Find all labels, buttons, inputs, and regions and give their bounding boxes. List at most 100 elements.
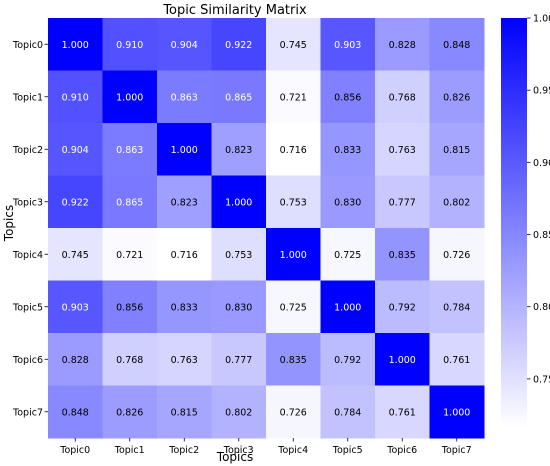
heatmap-cell <box>48 70 103 124</box>
cell-value-label: 0.725 <box>334 250 361 261</box>
cell-value-label: 0.863 <box>171 92 198 103</box>
cell-value-label: 0.761 <box>443 355 470 366</box>
heatmap-cell <box>157 123 212 176</box>
heatmap-cell <box>157 228 212 281</box>
heatmap-cell <box>375 70 430 124</box>
cell-value-label: 1.000 <box>334 302 361 313</box>
heatmap-cell <box>375 18 430 71</box>
heatmap-cell <box>429 70 485 124</box>
cell-value-label: 0.863 <box>116 145 143 156</box>
cell-value-label: 0.830 <box>225 302 252 313</box>
heatmap-cells: 1.000 0.910 0.904 0.922 0.745 0.903 0.828 0.848… <box>48 18 485 439</box>
cell-value-label: 0.716 <box>171 250 198 261</box>
cell-value-label: 0.725 <box>280 302 307 313</box>
cell-value-label: 0.726 <box>443 250 470 261</box>
x-tick-label: Topic1 <box>114 445 145 456</box>
cell-value-label: 1.000 <box>280 250 307 261</box>
x-tick-label: Topic4 <box>277 445 308 456</box>
cell-value-label: 0.721 <box>116 250 143 261</box>
heatmap-cell <box>157 333 212 386</box>
cell-value-label: 0.835 <box>280 355 307 366</box>
heatmap-cell <box>211 333 267 386</box>
cell-value-label: 0.726 <box>280 407 307 418</box>
heatmap-cell <box>320 228 376 281</box>
heatmap-cell <box>375 385 430 439</box>
heatmap-cell <box>211 280 267 334</box>
cell-value-label: 0.745 <box>280 40 307 51</box>
heatmap-cell <box>102 18 158 71</box>
cell-value-label: 0.903 <box>334 40 361 51</box>
cell-value-label: 1.000 <box>116 92 143 103</box>
cell-value-label: 0.865 <box>116 197 143 208</box>
colorbar-tick-label: 1.00 <box>533 14 550 25</box>
y-tick-label: Topic3 <box>12 197 43 208</box>
cell-value-label: 0.777 <box>225 355 252 366</box>
cell-value-label: 1.000 <box>225 197 252 208</box>
heatmap-cell <box>320 280 376 334</box>
cell-value-label: 0.922 <box>225 40 252 51</box>
heatmap-cell <box>266 123 321 176</box>
cell-value-label: 1.000 <box>443 407 470 418</box>
cell-value-label: 0.768 <box>116 355 143 366</box>
x-tick-label: Topic6 <box>386 445 417 456</box>
cell-value-label: 0.815 <box>171 407 198 418</box>
cell-value-label: 0.753 <box>225 250 252 261</box>
heatmap-cell <box>375 228 430 281</box>
heatmap-cell <box>429 385 485 439</box>
cell-value-label: 0.792 <box>334 355 361 366</box>
heatmap-cell <box>266 18 321 71</box>
cell-value-label: 0.768 <box>389 92 416 103</box>
cell-value-label: 0.833 <box>334 145 361 156</box>
heatmap-cell <box>211 70 267 124</box>
heatmap-cell <box>102 70 158 124</box>
cell-value-label: 0.745 <box>62 250 89 261</box>
heatmap-cell <box>429 18 485 71</box>
colorbar-tick-label: 0.75 <box>533 374 550 385</box>
cell-value-label: 0.826 <box>443 92 470 103</box>
y-axis-label: Topics <box>2 205 16 242</box>
heatmap-cell <box>429 123 485 176</box>
heatmap-cell <box>211 385 267 439</box>
heatmap-cell <box>320 18 376 71</box>
cell-value-label: 0.848 <box>443 40 470 51</box>
colorbar-tick-label: 0.90 <box>533 158 550 169</box>
colorbar-tick-label: 0.80 <box>533 302 550 313</box>
heatmap-cell <box>157 385 212 439</box>
heatmap-cell <box>102 123 158 176</box>
cell-value-label: 0.910 <box>116 40 143 51</box>
heatmap-cell <box>48 18 103 71</box>
heatmap-cell <box>266 70 321 124</box>
cell-value-label: 0.823 <box>225 145 252 156</box>
heatmap-cell <box>266 280 321 334</box>
heatmap-cell <box>375 333 430 386</box>
y-tick-label: Topic4 <box>12 250 43 261</box>
cell-value-label: 0.830 <box>334 197 361 208</box>
heatmap-cell <box>211 175 267 229</box>
heatmap-cell <box>48 175 103 229</box>
heatmap-cell <box>102 385 158 439</box>
x-axis-label: Topics <box>216 450 253 464</box>
x-tick-label: Topic0 <box>59 445 90 456</box>
heatmap-cell <box>211 228 267 281</box>
colorbar: 0.75 0.80 0.85 0.90 0.95 1.00 <box>501 14 550 428</box>
heatmap-cell <box>320 70 376 124</box>
cell-value-label: 0.835 <box>389 250 416 261</box>
cell-value-label: 0.856 <box>116 302 143 313</box>
heatmap-cell <box>429 333 485 386</box>
cell-value-label: 0.826 <box>116 407 143 418</box>
cell-value-label: 0.815 <box>443 145 470 156</box>
cell-value-label: 0.753 <box>280 197 307 208</box>
heatmap-cell <box>157 175 212 229</box>
heatmap-cell <box>429 228 485 281</box>
heatmap-cell <box>266 228 321 281</box>
cell-value-label: 1.000 <box>171 145 198 156</box>
heatmap-cell <box>429 280 485 334</box>
cell-value-label: 0.802 <box>443 197 470 208</box>
y-tick-label: Topic0 <box>12 40 43 51</box>
heatmap-cell <box>48 385 103 439</box>
cell-value-label: 0.784 <box>443 302 470 313</box>
cell-value-label: 0.828 <box>62 355 89 366</box>
heatmap-cell <box>102 333 158 386</box>
heatmap-cell <box>266 385 321 439</box>
cell-value-label: 0.777 <box>389 197 416 208</box>
